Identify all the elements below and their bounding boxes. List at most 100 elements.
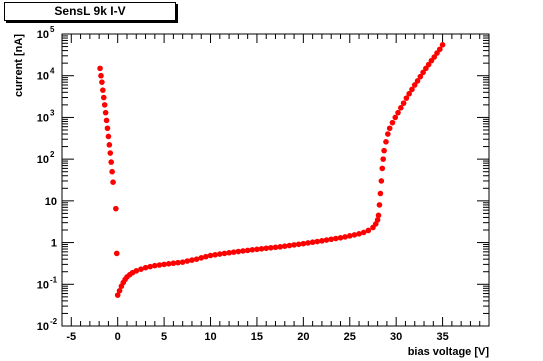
data-point [109,168,115,175]
x-axis-label: bias voltage [V] [408,346,490,358]
data-point [295,241,302,248]
x-tick-label: -5 [66,331,76,343]
data-point [439,42,446,48]
data-point [156,262,163,268]
data-point [113,205,119,212]
data-point [400,100,407,106]
data-point [365,227,372,234]
data-point [337,235,344,241]
data-point [100,94,107,101]
x-tick-label: 0 [115,331,121,343]
plot-frame [61,33,490,327]
data-point [333,235,339,242]
data-point [392,114,399,121]
data-point [133,268,140,274]
data-point [351,232,358,238]
data-point [277,244,283,250]
data-point [375,212,382,219]
data-point [100,87,106,93]
data-point [98,72,104,79]
data-point [244,247,251,254]
data-point [184,258,191,264]
x-tick-label: 25 [344,331,356,343]
data-point [356,231,362,237]
data-point [425,61,432,68]
data-point [268,244,274,251]
y-tick-exponent: 3 [50,108,55,117]
x-tick-label: 30 [390,331,402,343]
data-point [403,95,410,101]
data-point [346,233,353,239]
data-point [99,79,105,85]
data-point [272,244,279,251]
data-point [378,178,385,184]
data-point [203,253,209,260]
data-point [398,105,404,111]
data-point [291,242,297,248]
y-tick-exponent: -1 [50,275,58,284]
data-point [249,247,256,253]
data-point [101,102,108,108]
data-point [380,156,386,162]
data-point [263,245,270,252]
data-point [105,133,112,140]
x-tick-label: 15 [251,331,263,343]
data-point [97,65,103,72]
data-point [395,109,401,116]
data-point [102,109,109,116]
y-tick-label: 1 [51,238,57,250]
data-point [235,248,242,255]
data-point [161,261,167,268]
data-point [300,240,307,247]
x-tick-label: 20 [297,331,309,343]
y-tick-label: 10 [37,29,49,41]
data-point [386,125,393,132]
data-point [175,259,181,266]
data-point [385,131,391,137]
data-point [221,250,228,257]
data-point [437,46,443,53]
x-tick-label: 35 [436,331,448,343]
data-point [179,259,186,265]
data-point [113,250,120,257]
data-point [328,236,334,243]
data-point [189,257,195,263]
data-point [104,125,111,132]
data-point [420,69,426,76]
data-point [193,256,200,262]
data-point [374,217,381,223]
data-point [314,238,321,245]
data-point [309,239,316,246]
data-point [212,251,218,258]
data-point [305,240,311,246]
x-tick-label: 10 [204,331,216,343]
data-point [147,263,153,270]
data-point [107,150,114,156]
data-point [198,255,205,261]
data-point [377,190,384,197]
data-point [165,260,172,267]
data-point [409,86,415,93]
data-point [360,229,367,236]
data-point [142,264,149,271]
y-tick-exponent: 5 [50,25,55,34]
y-tick-exponent: 4 [50,67,55,76]
data-point [254,246,260,253]
y-tick-label: 10 [45,196,57,208]
y-tick-label: 10 [37,71,49,83]
chart-title: SensL 9k I-V [4,2,176,21]
data-point [108,159,114,165]
data-point [103,117,110,124]
data-point [383,139,389,145]
data-point [106,142,113,148]
data-point [138,266,144,272]
y-tick-label: 10 [37,321,49,333]
data-point [170,260,177,267]
y-tick-label: 10 [37,279,49,291]
y-tick-label: 10 [37,112,49,124]
data-point [431,54,438,60]
y-tick-exponent: 2 [50,150,55,159]
data-point [406,90,412,97]
data-point [217,251,223,257]
